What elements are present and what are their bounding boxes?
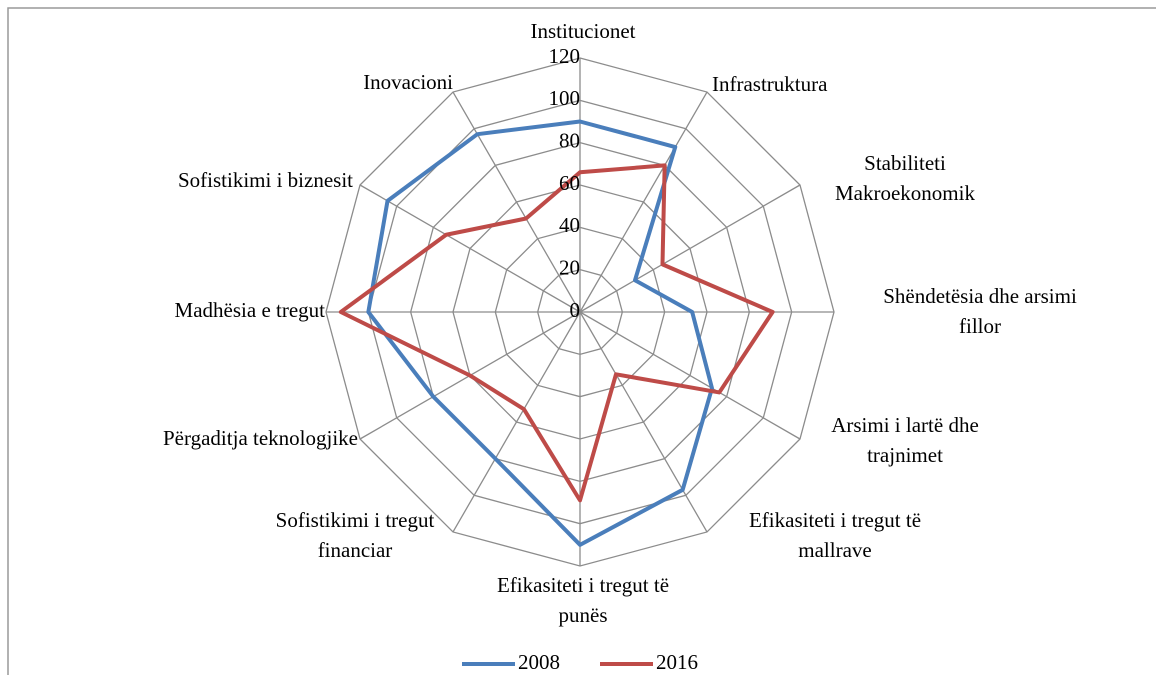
category-label: Madhësia e tregut (175, 298, 326, 322)
frame (7, 7, 1156, 675)
axis-tick-label: 0 (570, 298, 581, 322)
spoke (452, 311, 581, 533)
category-label: Sofistikimi i biznesit (178, 168, 353, 192)
axis-tick-label: 120 (549, 44, 581, 68)
category-label: Përgaditja teknologjike (163, 426, 358, 450)
spoke (579, 311, 801, 440)
category-label: Stabiliteti Makroekonomik (835, 151, 975, 205)
category-label: Arsimi i lartë dhe trajnimet (831, 413, 979, 467)
spoke (452, 91, 581, 313)
category-label: Efikasiteti i tregut të punës (497, 573, 669, 627)
category-label: Institucionet (531, 19, 636, 43)
series-line (338, 163, 775, 503)
legend-label: 2016 (656, 650, 698, 674)
spoke (359, 184, 581, 313)
spoke (579, 91, 708, 313)
axis-tick-label: 40 (559, 213, 580, 237)
category-label: Efikasiteti i tregut të mallrave (749, 508, 921, 562)
series-line (366, 119, 714, 547)
axis-tick-label: 100 (549, 86, 581, 110)
spoke (579, 184, 801, 313)
category-label: Shëndetësia dhe arsimi fillor (883, 284, 1077, 338)
category-label: Sofistikimi i tregut financiar (276, 508, 435, 562)
legend-label: 2008 (518, 650, 560, 674)
axis-tick-label: 20 (559, 255, 580, 279)
category-label: Infrastruktura (712, 72, 828, 96)
category-label: Inovacioni (363, 70, 453, 94)
axis-tick-label: 60 (559, 171, 580, 195)
axis-tick-label: 80 (559, 128, 580, 152)
spoke (579, 311, 708, 533)
